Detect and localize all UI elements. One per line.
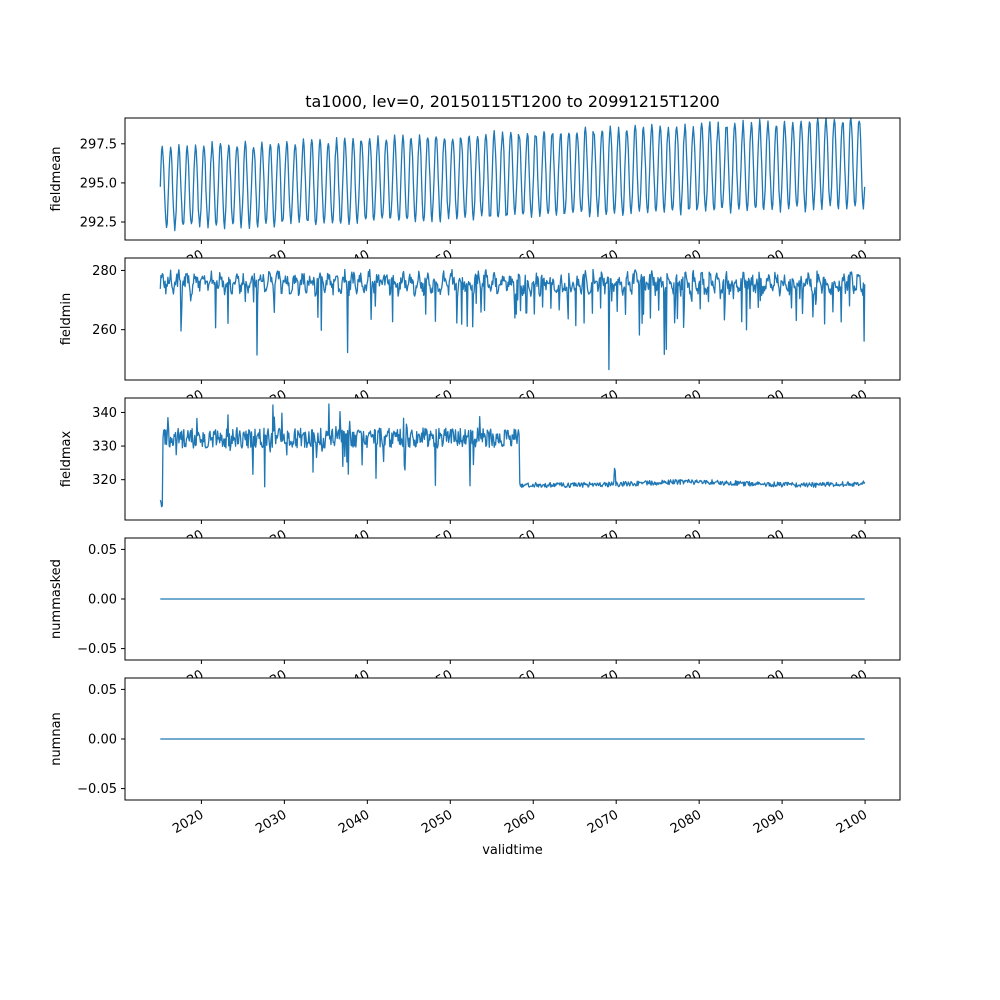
y-axis-label: fieldmean xyxy=(49,147,64,212)
axes-frame xyxy=(124,677,901,801)
x-tick-label: 2020 xyxy=(170,807,206,837)
y-tick-label: 320 xyxy=(92,473,117,488)
y-tick-label: 0.00 xyxy=(88,733,117,748)
x-tick-label: 2060 xyxy=(502,807,538,837)
y-tick-label: −0.05 xyxy=(77,782,117,797)
y-tick-label: 0.05 xyxy=(88,543,117,558)
x-tick-label: 2080 xyxy=(668,807,704,837)
x-tick-label: 2100 xyxy=(834,807,870,837)
x-tick-label: 2090 xyxy=(751,807,787,837)
axes-frame xyxy=(124,397,901,521)
y-tick-label: 280 xyxy=(92,264,117,279)
subplot-nummasked: −0.050.000.05202020302040205020602070208… xyxy=(49,537,901,697)
y-tick-label: 330 xyxy=(92,440,117,455)
y-tick-label: 260 xyxy=(92,323,117,338)
y-axis-label: nummasked xyxy=(49,559,64,639)
x-tick-label: 2070 xyxy=(585,807,621,837)
subplot-fieldmax: 3203303402020203020402050206020702080209… xyxy=(59,397,901,557)
subplot-numnan: −0.05 0.00 0.05 2020 2030 2040 2050 2060 2070 208… xyxy=(49,677,901,837)
y-tick-label: 0.00 xyxy=(88,593,117,608)
axes-background xyxy=(125,398,900,520)
axes-frame xyxy=(124,257,901,381)
fieldmin-line xyxy=(159,268,866,371)
y-tick-label: 292.5 xyxy=(80,216,117,231)
y-tick-label: 295.0 xyxy=(80,176,117,191)
y-tick-label: 340 xyxy=(92,406,117,421)
subplot-fieldmean: 292.5295.0297.52020203020402050206020702… xyxy=(49,117,901,277)
y-axis-label: fieldmin xyxy=(59,293,74,346)
x-tick-label: 2050 xyxy=(419,807,455,837)
x-tick-label: 2030 xyxy=(253,807,289,837)
subplot-fieldmin: 2602802020203020402050206020702080209021… xyxy=(59,257,901,417)
fieldmax-line xyxy=(159,403,866,508)
axes-frame xyxy=(124,117,901,241)
x-tick-label: 2040 xyxy=(336,807,372,837)
figure-title: ta1000, lev=0, 20150115T1200 to 20991215… xyxy=(305,92,720,111)
x-axis-label: validtime xyxy=(482,843,543,858)
y-tick-label: −0.05 xyxy=(77,642,117,657)
axes-frame xyxy=(124,537,901,661)
y-axis-label: fieldmax xyxy=(59,431,74,488)
fieldmean-line xyxy=(159,118,866,232)
y-tick-label: 0.05 xyxy=(88,683,117,698)
y-axis-label: numnan xyxy=(49,712,64,766)
y-tick-label: 297.5 xyxy=(80,137,117,152)
